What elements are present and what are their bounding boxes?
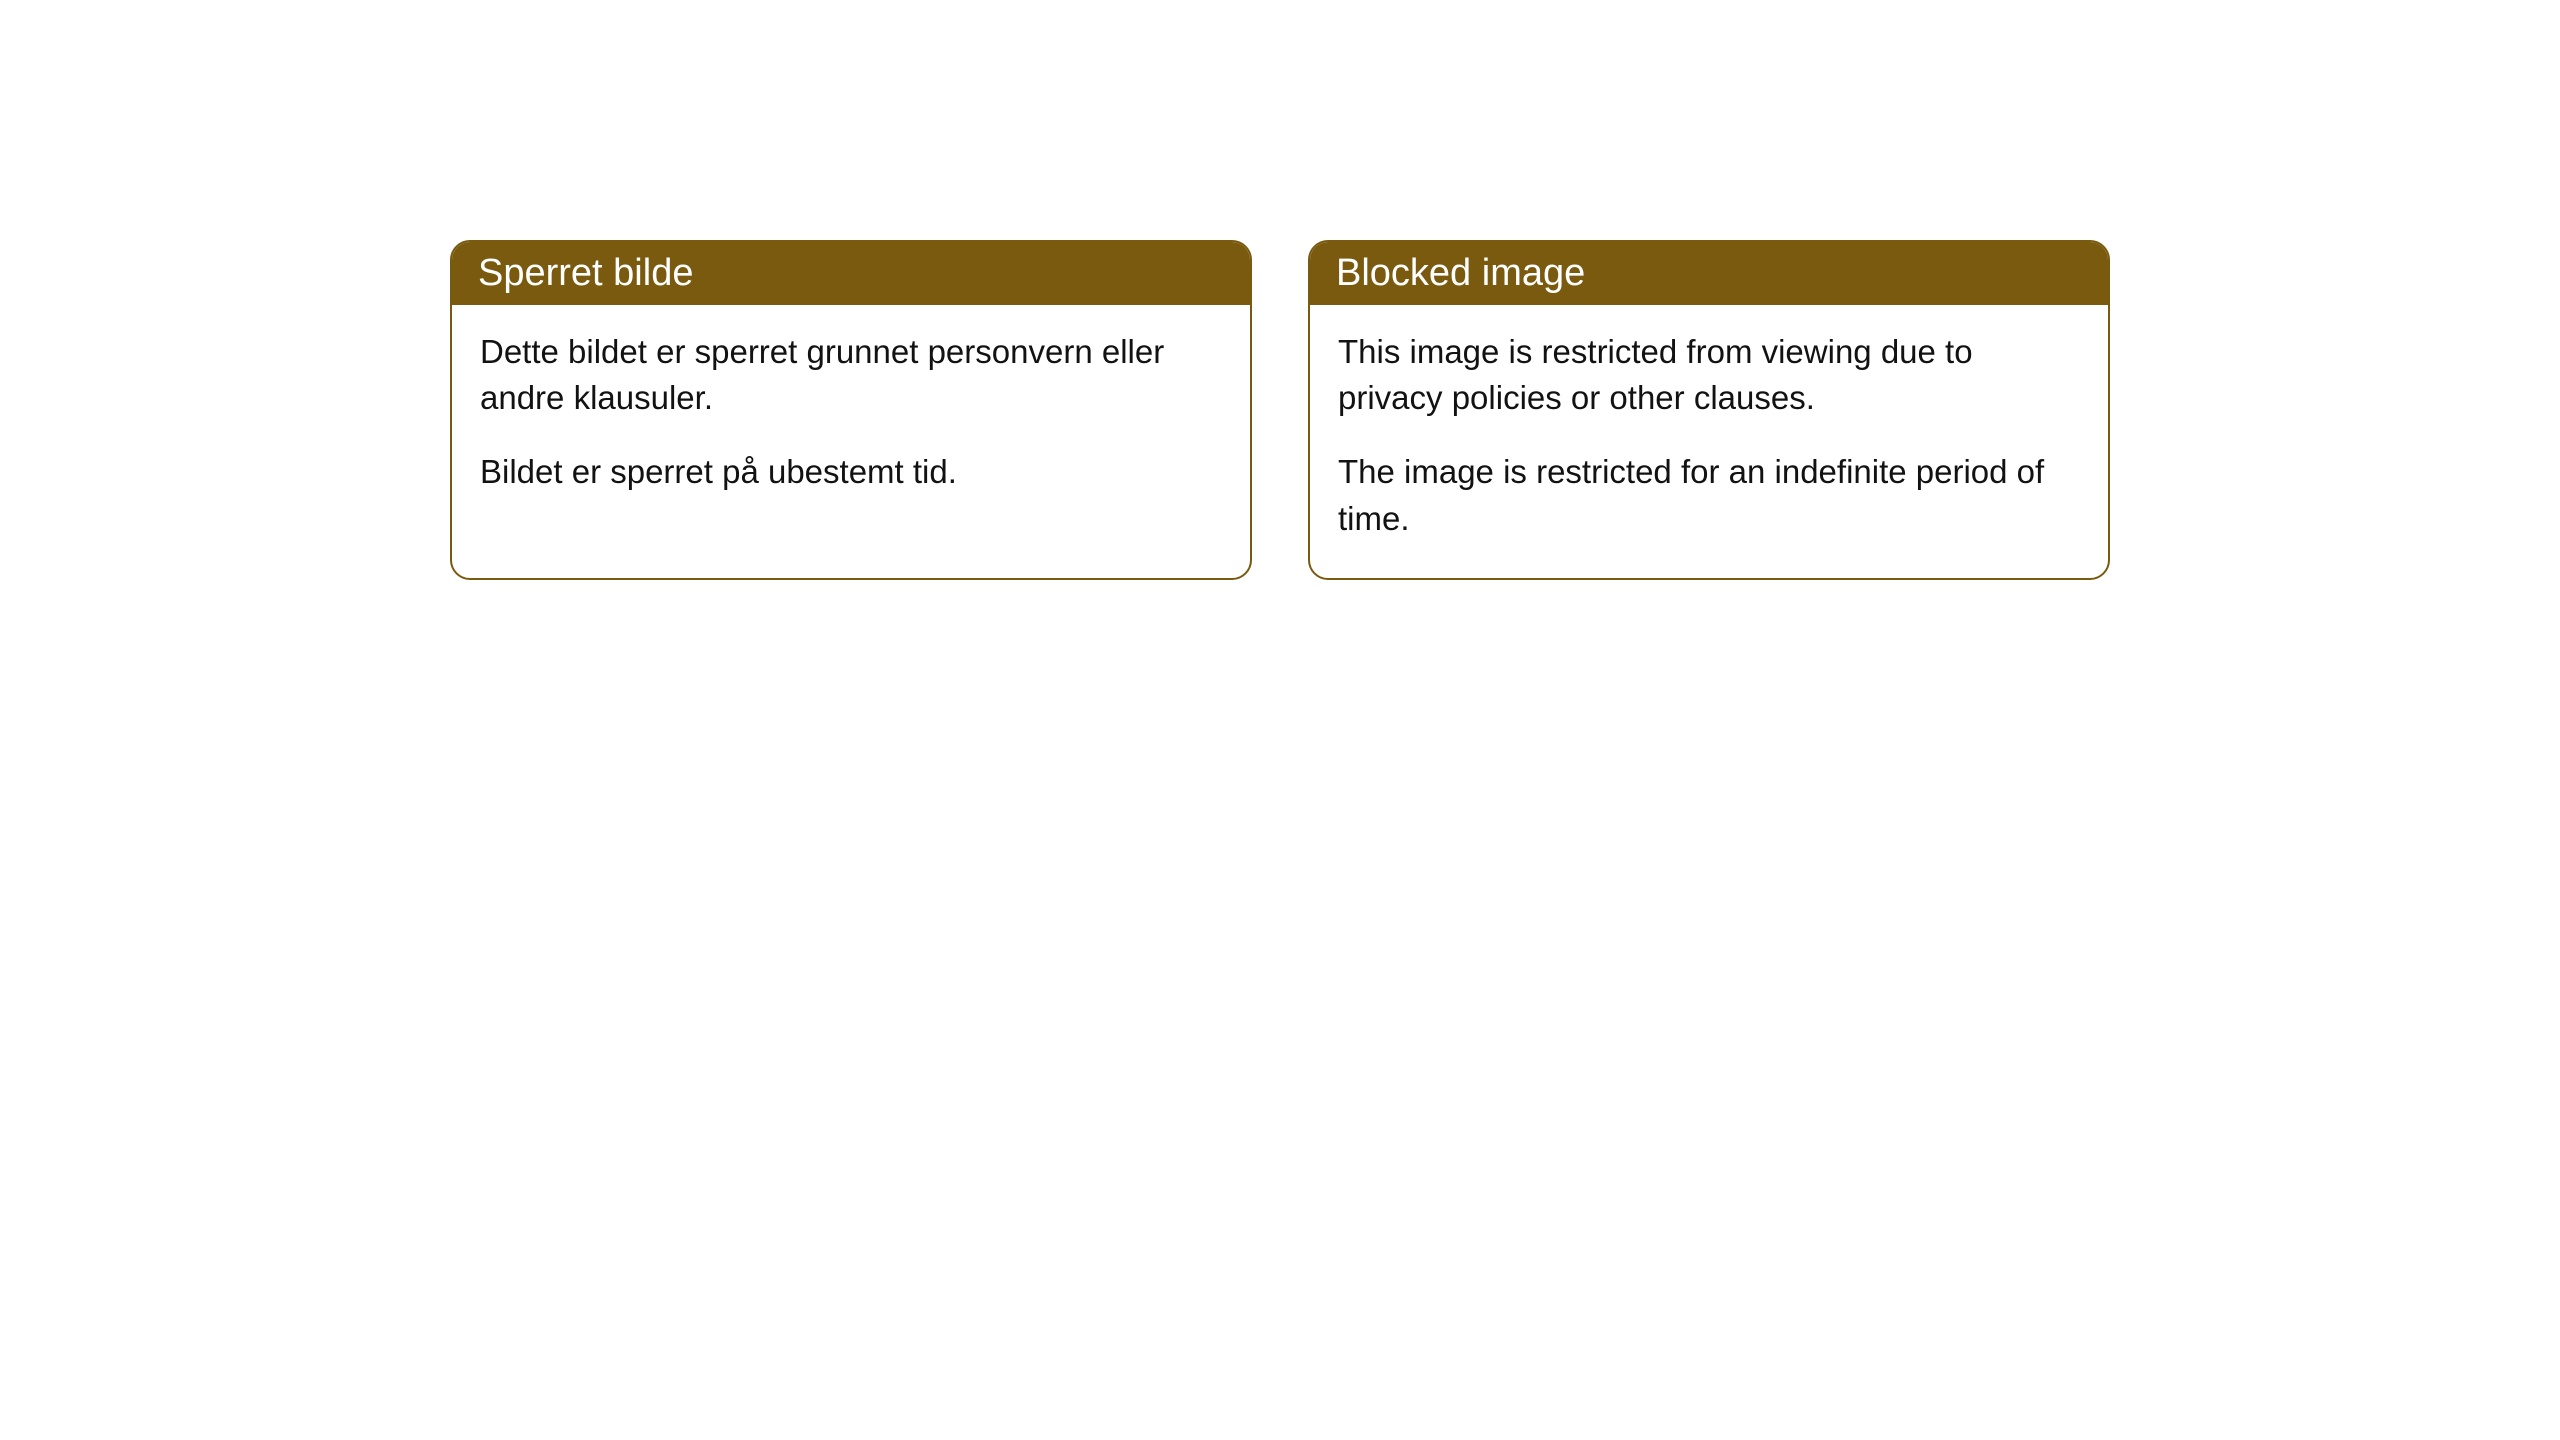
notice-card-norwegian: Sperret bilde Dette bildet er sperret gr… [450,240,1252,580]
notice-paragraph: Bildet er sperret på ubestemt tid. [480,449,1222,495]
notice-paragraph: The image is restricted for an indefinit… [1338,449,2080,541]
notice-cards-container: Sperret bilde Dette bildet er sperret gr… [450,240,2110,580]
card-body: Dette bildet er sperret grunnet personve… [452,305,1250,532]
card-title: Blocked image [1336,252,1585,294]
notice-paragraph: Dette bildet er sperret grunnet personve… [480,329,1222,421]
card-body: This image is restricted from viewing du… [1310,305,2108,578]
notice-card-english: Blocked image This image is restricted f… [1308,240,2110,580]
card-header: Blocked image [1310,242,2108,305]
card-header: Sperret bilde [452,242,1250,305]
notice-paragraph: This image is restricted from viewing du… [1338,329,2080,421]
card-title: Sperret bilde [478,252,693,294]
